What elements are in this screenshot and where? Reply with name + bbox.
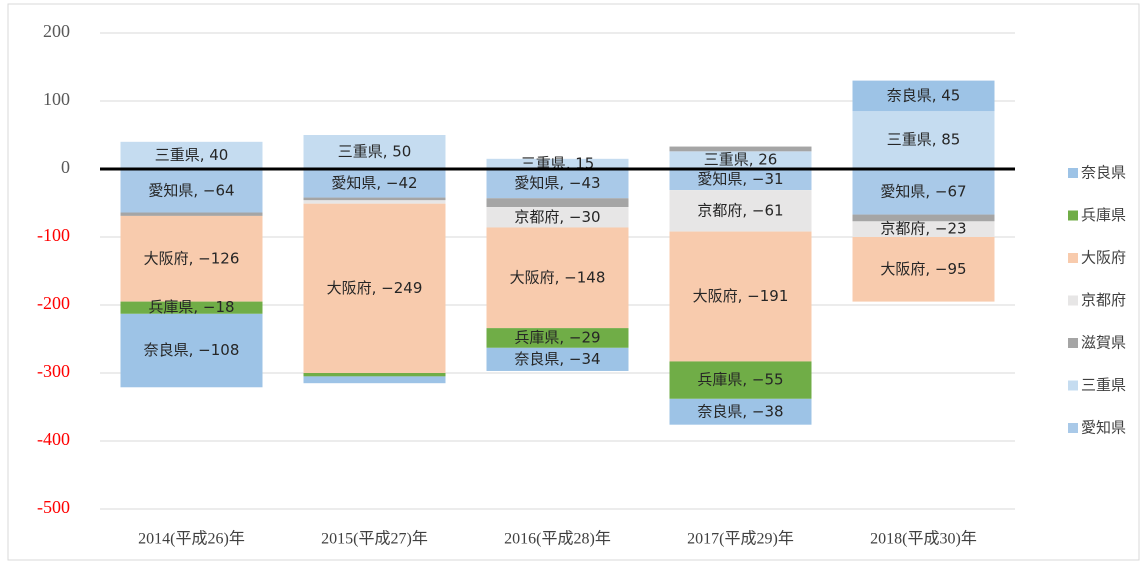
- legend-label: 三重県: [1081, 376, 1126, 394]
- data-label: 三重県, 26: [704, 151, 778, 169]
- legend-label: 奈良県: [1081, 164, 1126, 182]
- bar-segment: [669, 190, 812, 232]
- data-label: 愛知県, −31: [697, 170, 783, 188]
- bar-segment: [303, 203, 446, 373]
- data-label: 三重県, 40: [155, 146, 229, 164]
- bar-segment: [486, 198, 629, 208]
- legend-swatch: [1068, 295, 1078, 306]
- bar-segment: [120, 212, 263, 216]
- data-label: 愛知県, −64: [148, 181, 234, 199]
- bar-segment: [303, 197, 446, 201]
- bar-segment: [120, 169, 263, 213]
- data-label: 京都府, −30: [514, 208, 600, 226]
- legend-label: 愛知県: [1081, 419, 1126, 437]
- data-label: 兵庫県, −29: [514, 328, 600, 346]
- bar-segment: [486, 347, 629, 371]
- legend-swatch: [1068, 168, 1078, 178]
- bar-segment: [669, 361, 812, 399]
- bar-segment: [303, 135, 446, 169]
- data-label: 大阪府, −126: [144, 249, 240, 267]
- bar-segment: [852, 237, 995, 302]
- bar-segment: [486, 328, 629, 348]
- data-label: 奈良県, −108: [144, 341, 240, 359]
- data-label: 三重県, 50: [338, 143, 412, 161]
- y-tick-label: -200: [37, 293, 70, 313]
- legend-label: 滋賀県: [1081, 334, 1126, 352]
- data-label: 大阪府, −95: [880, 260, 966, 278]
- data-label: 愛知県, −67: [880, 182, 966, 200]
- data-label: 愛知県, −43: [514, 174, 600, 192]
- y-tick-label: -300: [37, 361, 70, 381]
- data-label: 兵庫県, −18: [148, 298, 234, 316]
- bar-segment: [303, 373, 446, 377]
- bar-segment: [486, 158, 629, 169]
- data-label: 大阪府, −249: [327, 279, 423, 297]
- bar-segment: [669, 146, 812, 152]
- data-label: 三重県, 85: [887, 131, 961, 149]
- bar-segment: [669, 398, 812, 425]
- bar-segment: [852, 214, 995, 222]
- bar-segment: [120, 313, 263, 388]
- bar-segment: [852, 169, 995, 215]
- bar-segment: [120, 141, 263, 169]
- data-label: 京都府, −61: [697, 201, 783, 219]
- legend-label: 大阪府: [1081, 249, 1126, 267]
- bar-segment: [303, 200, 446, 204]
- data-label: 大阪府, −191: [693, 287, 789, 305]
- bar-segment: [303, 169, 446, 198]
- chart-frame: [7, 3, 1140, 561]
- x-tick-label: 2018(平成30)年: [870, 530, 977, 548]
- data-label: 奈良県, −34: [514, 350, 600, 368]
- legend-swatch: [1068, 380, 1078, 391]
- x-tick-label: 2015(平成27)年: [321, 530, 428, 548]
- x-tick-label: 2017(平成29)年: [687, 530, 794, 548]
- data-label: 大阪府, −148: [510, 268, 606, 286]
- legend-swatch: [1068, 338, 1078, 348]
- bar-segment: [486, 227, 629, 329]
- data-label: 兵庫県, −55: [697, 371, 783, 389]
- data-label: 京都府, −23: [880, 220, 966, 238]
- data-label: 愛知県, −42: [331, 174, 417, 192]
- legend-swatch: [1068, 423, 1078, 433]
- bar-segment: [486, 207, 629, 228]
- bar-segment: [120, 301, 263, 314]
- y-tick-label: 100: [43, 89, 70, 109]
- bar-segment: [669, 151, 812, 169]
- x-tick-label: 2014(平成26)年: [138, 530, 245, 548]
- bar-segment: [852, 80, 995, 112]
- bar-segment: [669, 231, 812, 362]
- bar-segment: [303, 376, 446, 384]
- y-tick-label: -100: [37, 225, 70, 245]
- y-tick-label: -500: [37, 497, 70, 517]
- legend-swatch: [1068, 253, 1078, 263]
- x-tick-label: 2016(平成28)年: [504, 530, 611, 548]
- y-tick-label: 0: [61, 157, 70, 177]
- bar-segment: [852, 221, 995, 237]
- legend-label: 京都府: [1081, 291, 1126, 309]
- bar-segment: [120, 215, 263, 302]
- bar-segment: [486, 169, 629, 199]
- y-tick-label: -400: [37, 429, 70, 449]
- data-label: 奈良県, 45: [887, 86, 961, 104]
- bar-segment: [669, 169, 812, 191]
- legend-label: 兵庫県: [1081, 206, 1126, 224]
- data-label: 奈良県, −38: [697, 402, 783, 420]
- y-tick-label: 200: [43, 21, 70, 41]
- legend-swatch: [1068, 210, 1078, 221]
- bar-segment: [852, 111, 995, 169]
